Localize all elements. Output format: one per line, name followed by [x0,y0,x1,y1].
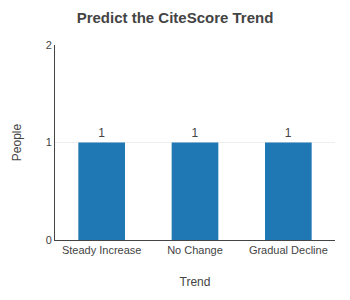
svg-text:0: 0 [46,234,52,246]
svg-text:Steady Increase: Steady Increase [62,244,142,256]
svg-text:2: 2 [46,39,52,51]
svg-text:Predict the CiteScore Trend: Predict the CiteScore Trend [77,9,274,26]
svg-text:1: 1 [192,126,199,140]
svg-text:1: 1 [285,126,292,140]
svg-text:Trend: Trend [180,275,211,289]
svg-text:No Change: No Change [167,244,223,256]
svg-text:1: 1 [46,136,52,148]
svg-text:People: People [10,123,24,161]
svg-text:Gradual Decline: Gradual Decline [249,244,328,256]
svg-text:1: 1 [98,126,105,140]
